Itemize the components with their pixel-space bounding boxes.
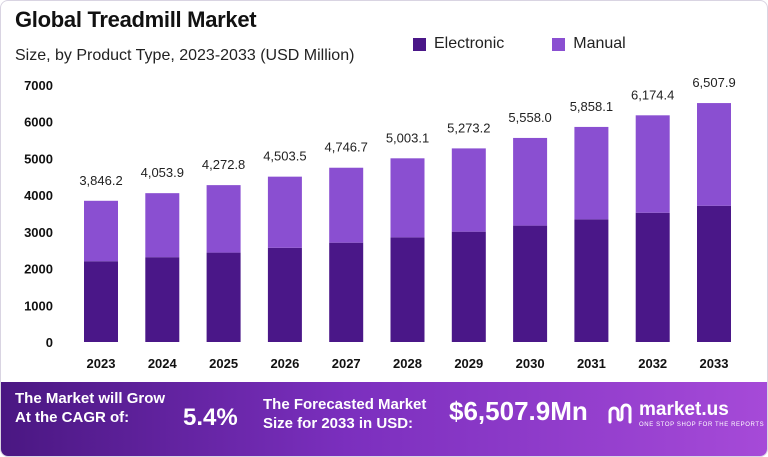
bar-electronic-2026 bbox=[267, 247, 302, 342]
bar-electronic-2027 bbox=[329, 242, 364, 342]
bar-manual-2023 bbox=[84, 200, 118, 262]
bar-manual-2032 bbox=[635, 115, 670, 213]
bar-total-label: 6,507.9 bbox=[692, 75, 735, 90]
brand-name: market.us bbox=[639, 399, 729, 420]
legend-swatch-electronic bbox=[413, 37, 426, 51]
footer-forecast-line1: The Forecasted Market bbox=[263, 396, 427, 413]
x-tick-label: 2031 bbox=[577, 356, 606, 371]
footer-forecast-value: $6,507.9Mn bbox=[449, 396, 588, 426]
bar-total-label: 4,272.8 bbox=[202, 157, 245, 172]
bar-total-label: 5,858.1 bbox=[570, 99, 613, 114]
footer-forecast-caption: The Forecasted Market Size for 2033 in U… bbox=[263, 395, 426, 433]
bar-chart: 0 1000 2000 3000 4000 5000 6000 7000 3,846.2 2023… bbox=[24, 75, 736, 371]
bar-electronic-2031 bbox=[574, 219, 609, 342]
bar-manual-2030 bbox=[513, 137, 548, 226]
y-tick-label: 1000 bbox=[24, 298, 53, 313]
bar-total-label: 4,503.5 bbox=[263, 149, 306, 164]
y-tick-label: 5000 bbox=[24, 151, 53, 166]
footer-cagr-caption: The Market will Grow At the CAGR of: bbox=[15, 389, 165, 427]
chart-legend: Electronic Manual bbox=[413, 35, 626, 53]
x-tick-label: 2029 bbox=[454, 356, 483, 371]
bar-total-label: 5,273.2 bbox=[447, 120, 490, 135]
bar-electronic-2030 bbox=[513, 225, 548, 342]
x-tick-label: 2032 bbox=[638, 356, 667, 371]
x-tick-label: 2026 bbox=[270, 356, 299, 371]
bar-manual-2027 bbox=[329, 167, 364, 243]
x-tick-label: 2033 bbox=[700, 356, 729, 371]
x-tick-label: 2028 bbox=[393, 356, 422, 371]
legend-item-manual: Manual bbox=[552, 35, 626, 53]
x-tick-label: 2027 bbox=[332, 356, 361, 371]
bar-electronic-2028 bbox=[390, 237, 425, 342]
bar-manual-2029 bbox=[451, 148, 486, 232]
x-tick-label: 2024 bbox=[148, 356, 178, 371]
bar-manual-2026 bbox=[267, 176, 302, 248]
bar-manual-2024 bbox=[145, 193, 180, 258]
bar-manual-2033 bbox=[697, 103, 731, 206]
bar-electronic-2033 bbox=[697, 205, 731, 342]
y-tick-label: 4000 bbox=[24, 188, 53, 203]
bar-manual-2028 bbox=[390, 158, 425, 238]
x-tick-label: 2030 bbox=[516, 356, 545, 371]
legend-label-manual: Manual bbox=[573, 35, 626, 52]
bar-manual-2025 bbox=[206, 185, 241, 253]
bar-total-label: 5,003.1 bbox=[386, 130, 429, 145]
brand-logo-icon bbox=[608, 403, 632, 423]
bar-total-label: 5,558.0 bbox=[508, 110, 551, 125]
bar-manual-2031 bbox=[574, 126, 609, 220]
bar-total-label: 4,053.9 bbox=[141, 165, 184, 180]
footer-banner: The Market will Grow At the CAGR of: 5.4… bbox=[1, 382, 767, 456]
brand-tagline: ONE STOP SHOP FOR THE REPORTS bbox=[639, 422, 765, 428]
bar-electronic-2029 bbox=[451, 231, 486, 342]
footer-forecast-line2: Size for 2033 in USD: bbox=[263, 415, 414, 432]
bar-electronic-2025 bbox=[206, 252, 241, 342]
footer-cagr-value: 5.4% bbox=[183, 404, 238, 431]
y-tick-label: 2000 bbox=[24, 262, 53, 277]
brand-logo: market.us ONE STOP SHOP FOR THE REPORTS bbox=[607, 399, 764, 428]
bar-electronic-2024 bbox=[145, 257, 180, 342]
footer-cagr-line2: At the CAGR of: bbox=[15, 409, 130, 426]
bar-electronic-2032 bbox=[635, 212, 670, 342]
bar-total-label: 4,746.7 bbox=[325, 140, 368, 155]
chart-title: Global Treadmill Market bbox=[15, 7, 257, 32]
legend-swatch-manual bbox=[552, 37, 566, 51]
y-tick-label: 0 bbox=[46, 335, 53, 350]
x-tick-label: 2025 bbox=[209, 356, 238, 371]
bar-electronic-2023 bbox=[84, 261, 118, 342]
y-tick-label: 3000 bbox=[24, 225, 53, 240]
legend-item-electronic: Electronic bbox=[413, 35, 504, 53]
x-tick-label: 2023 bbox=[87, 356, 116, 371]
y-tick-label: 7000 bbox=[24, 78, 53, 93]
bar-total-label: 3,846.2 bbox=[79, 173, 122, 188]
footer-cagr-line1: The Market will Grow bbox=[15, 390, 166, 407]
y-tick-label: 6000 bbox=[24, 115, 53, 130]
chart-subtitle: Size, by Product Type, 2023-2033 (USD Mi… bbox=[15, 47, 355, 64]
legend-label-electronic: Electronic bbox=[434, 35, 505, 52]
bar-total-label: 6,174.4 bbox=[631, 87, 674, 102]
